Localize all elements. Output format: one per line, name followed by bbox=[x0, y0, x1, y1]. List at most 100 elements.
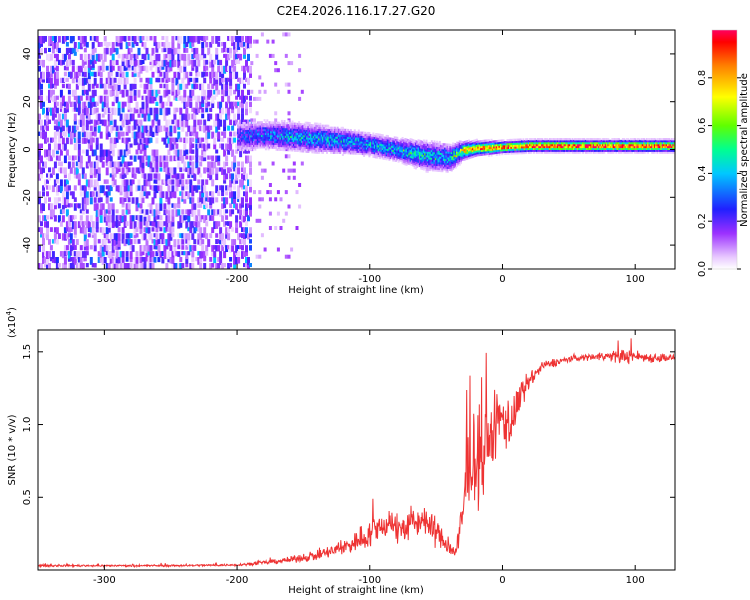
spectrogram-cell bbox=[307, 141, 310, 144]
spectrogram-cell bbox=[109, 59, 113, 67]
spectrogram-cell bbox=[193, 36, 197, 43]
spectrogram-cell bbox=[185, 263, 189, 268]
spectrogram-cell bbox=[406, 148, 409, 151]
spectrogram-cell bbox=[175, 137, 179, 143]
spectrogram-cell bbox=[456, 160, 458, 164]
spectrogram-cell bbox=[348, 130, 351, 134]
spectrogram-cell bbox=[267, 125, 270, 128]
spectrogram-cell bbox=[279, 131, 282, 134]
spectrogram-cell bbox=[393, 144, 396, 147]
spectrogram-cell bbox=[266, 142, 269, 145]
spectrogram-cell bbox=[127, 149, 131, 154]
spectrogram-cell bbox=[433, 153, 436, 157]
spectrogram-cell bbox=[133, 257, 137, 264]
spectrogram-cell bbox=[406, 139, 409, 142]
spectrogram-cell bbox=[101, 245, 105, 252]
spectrogram-cell bbox=[201, 42, 205, 49]
spectrogram-cell bbox=[151, 47, 155, 56]
spectrogram-cell bbox=[189, 101, 193, 109]
spectrogram-cell bbox=[274, 121, 277, 124]
spectrogram-cell bbox=[159, 203, 163, 211]
spectrogram-cell bbox=[121, 101, 125, 109]
spectrogram-cell bbox=[272, 129, 275, 132]
spectrogram-cell bbox=[420, 148, 423, 151]
spectrogram-cell bbox=[445, 156, 448, 160]
spectrogram-cell bbox=[171, 191, 175, 198]
spectrogram-cell bbox=[441, 160, 444, 163]
spectrogram-cell bbox=[260, 121, 263, 124]
spectrogram-cell bbox=[442, 168, 445, 171]
spectrogram-cell bbox=[127, 197, 131, 203]
spectrogram-cell bbox=[381, 151, 384, 154]
spectrogram-cell bbox=[215, 71, 219, 80]
spectrogram-cell bbox=[89, 71, 93, 77]
spectrogram-cell bbox=[299, 146, 302, 149]
spectrogram-cell bbox=[93, 101, 97, 107]
spectrogram-cell bbox=[479, 140, 482, 143]
spectrogram-cell bbox=[69, 233, 73, 240]
spectrogram-cell bbox=[283, 146, 286, 150]
spectrogram-cell bbox=[432, 151, 435, 155]
spectrogram-cell bbox=[448, 158, 451, 162]
spectrogram-cell bbox=[167, 167, 171, 176]
spectrogram-cell bbox=[454, 166, 457, 169]
spectrogram-cell bbox=[99, 251, 103, 258]
spectrogram-cell bbox=[372, 149, 375, 153]
spectrogram-cell bbox=[395, 146, 397, 149]
spectrogram-cell bbox=[175, 209, 179, 217]
spectrogram-cell bbox=[454, 162, 457, 165]
spectrogram-cell bbox=[381, 136, 384, 139]
spectrogram-cell bbox=[357, 146, 360, 150]
spectrogram-cell bbox=[430, 147, 433, 151]
spectrogram-cell bbox=[131, 173, 135, 178]
spectrogram-cell bbox=[191, 59, 195, 68]
spectrogram-cell bbox=[395, 153, 397, 157]
spectrogram-cell bbox=[340, 126, 343, 130]
spectrogram-cell bbox=[440, 148, 443, 152]
spectrogram-cell bbox=[77, 107, 81, 116]
spectrogram-cell bbox=[87, 161, 91, 167]
spectrogram-cell bbox=[466, 157, 469, 160]
spectrogram-cell bbox=[169, 227, 173, 234]
spectrogram-cell bbox=[337, 134, 340, 137]
spectrogram-cell bbox=[462, 152, 465, 156]
spectrogram-cell bbox=[483, 151, 486, 154]
spectrogram-cell bbox=[452, 146, 455, 149]
spectrogram-cell bbox=[444, 156, 447, 160]
spectrogram-cell bbox=[257, 130, 259, 134]
spectrogram-cell bbox=[270, 136, 273, 140]
spectrogram-cell bbox=[111, 65, 115, 71]
spectrogram-cell bbox=[391, 153, 393, 156]
spectrogram-cell bbox=[229, 191, 233, 199]
spectrogram-cell bbox=[416, 142, 419, 145]
spectrogram-cell bbox=[241, 161, 244, 168]
spectrogram-cell bbox=[243, 146, 246, 150]
spectrogram-cell bbox=[258, 140, 261, 143]
spectrogram-cell bbox=[111, 77, 115, 86]
spectrogram-cell bbox=[487, 143, 490, 146]
spectrogram-cell bbox=[115, 89, 119, 97]
spectrogram-cell bbox=[209, 257, 213, 262]
spectrogram-cell bbox=[201, 251, 205, 259]
spectrogram-cell bbox=[233, 155, 237, 163]
spectrogram-cell bbox=[185, 113, 189, 121]
spectrogram-cell bbox=[247, 269, 250, 274]
spectrogram-cell bbox=[295, 143, 298, 147]
spectrogram-cell bbox=[225, 233, 229, 239]
spectrogram-cell bbox=[40, 95, 43, 102]
spectrogram-cell bbox=[117, 65, 121, 71]
spectrogram-cell bbox=[83, 107, 87, 116]
spectrogram-cell bbox=[49, 227, 53, 232]
spectrogram-cell bbox=[405, 150, 408, 153]
spectrogram-cell bbox=[287, 61, 291, 66]
spectrogram-cell bbox=[266, 130, 269, 134]
spectrogram-cell bbox=[399, 157, 401, 160]
spectrogram-cell bbox=[340, 144, 343, 147]
spectrogram-cell bbox=[93, 197, 97, 203]
spectrogram-cell bbox=[414, 149, 417, 153]
spectrogram-cell bbox=[131, 131, 135, 139]
spectrogram-cell bbox=[468, 143, 470, 146]
spectrogram-cell bbox=[87, 179, 91, 188]
spectrogram-cell bbox=[85, 89, 89, 96]
spectrogram-cell bbox=[425, 160, 428, 164]
